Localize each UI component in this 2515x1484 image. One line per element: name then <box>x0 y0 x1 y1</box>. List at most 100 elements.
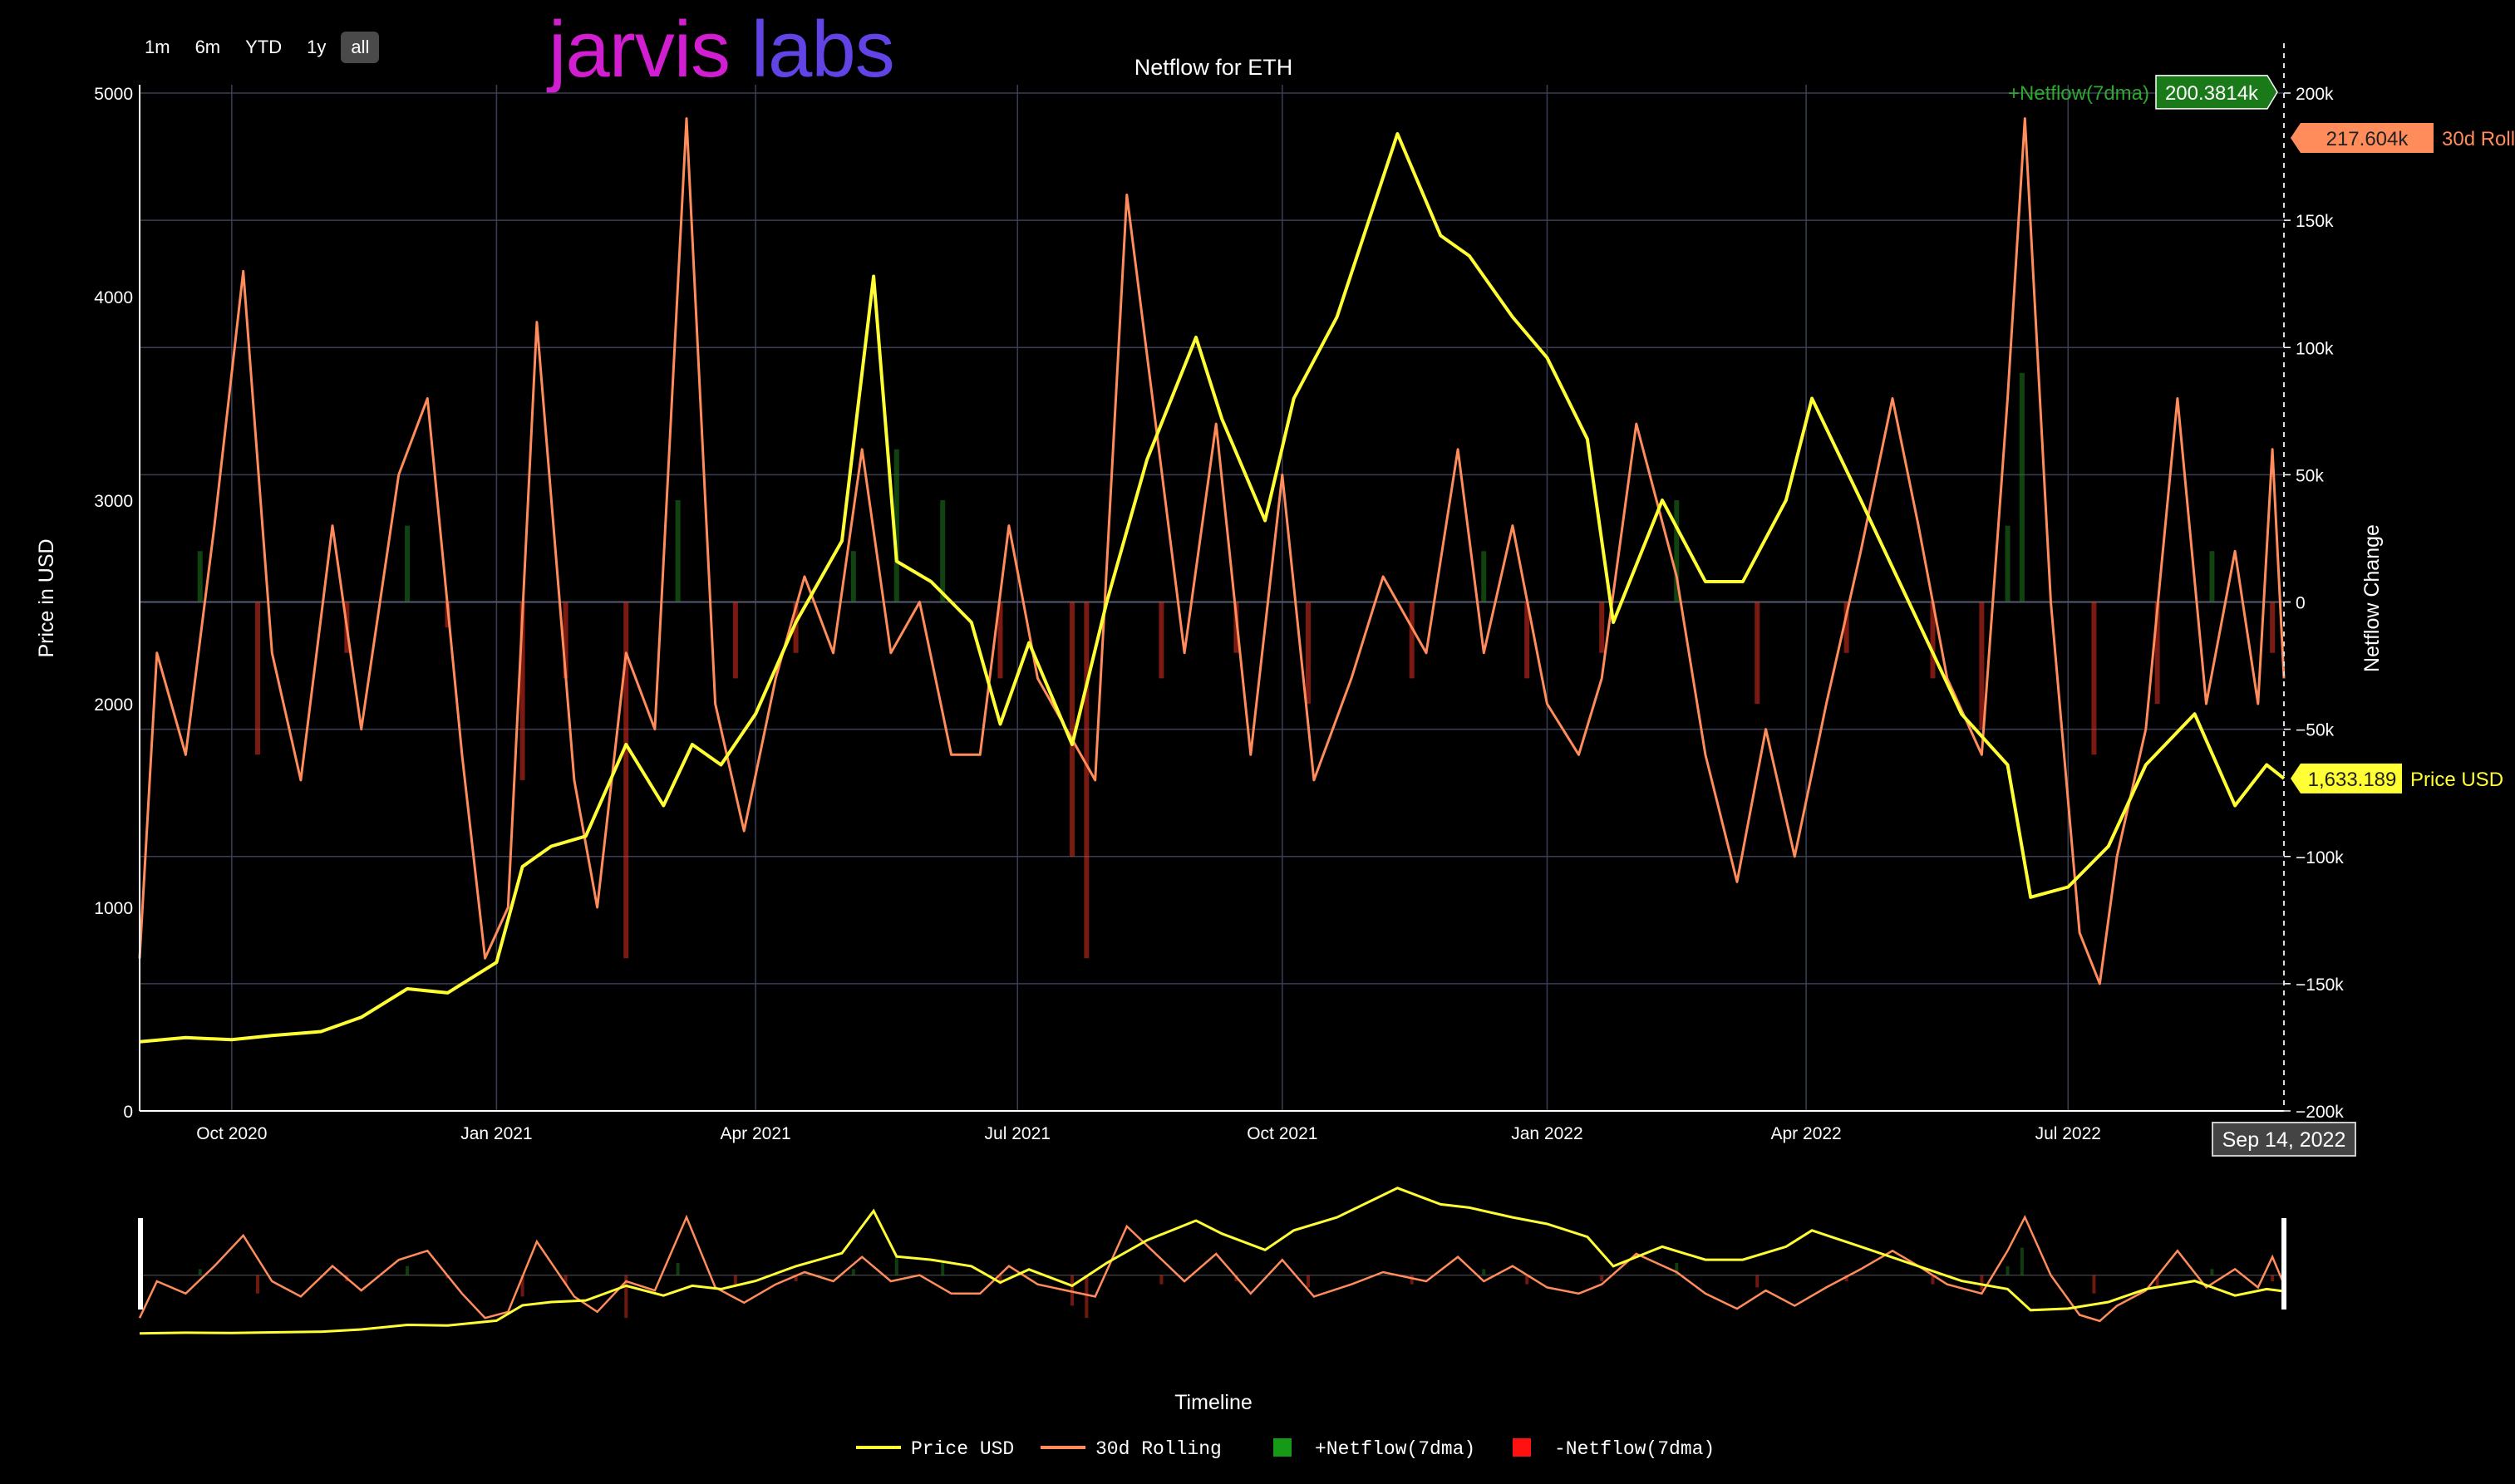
nav-netflow-bar <box>1600 1275 1604 1282</box>
nav-netflow-bar <box>676 1263 680 1275</box>
range-slider[interactable] <box>138 1187 2286 1335</box>
legend-swatch <box>1513 1438 1531 1457</box>
y2-tick-label: 100k <box>2296 339 2334 358</box>
nav-netflow-bar <box>2020 1247 2024 1275</box>
netflow-bar <box>1159 602 1164 679</box>
range-btn-all[interactable]: all <box>341 32 380 63</box>
hover-rolling-label: 30d Rolling <box>2442 128 2515 150</box>
netflow-bar <box>2005 525 2011 602</box>
netflow-bar <box>1674 500 1680 602</box>
nav-netflow-bar <box>198 1269 202 1275</box>
x-tick-label: Jan 2022 <box>1511 1124 1582 1143</box>
x-tick-label: Apr 2022 <box>1771 1124 1842 1143</box>
netflow-bar <box>254 602 260 755</box>
netflow-bar <box>519 602 525 780</box>
nav-netflow-bar <box>1307 1275 1311 1288</box>
hover-price-box <box>2291 763 2402 794</box>
netflow-bar <box>2091 602 2097 755</box>
legend: Price USD 30d Rolling +Netflow(7dma) -Netfl… <box>856 1438 1715 1460</box>
legend-item-3[interactable]: -Netflow(7dma) <box>1513 1438 1715 1460</box>
nav-netflow-bar <box>794 1275 798 1282</box>
netflow-bar <box>732 602 738 679</box>
hover-netflow-value: 200.3814k <box>2165 82 2259 105</box>
netflow-bar <box>940 500 946 602</box>
rolling-30d-line <box>138 117 2286 985</box>
price-usd-line <box>139 132 2286 1044</box>
range-btn-1m[interactable]: 1m <box>135 32 180 63</box>
x-tick-label: Apr 2021 <box>720 1124 790 1143</box>
hover-rolling-box <box>2291 123 2434 153</box>
y2-tick-label: 50k <box>2296 466 2324 485</box>
legend-swatch <box>1273 1438 1292 1457</box>
netflow-bar <box>2270 602 2276 653</box>
y-tick-label: 1000 <box>94 899 133 918</box>
nav-netflow-bar <box>1070 1275 1075 1306</box>
nav-left-handle[interactable] <box>138 1218 143 1310</box>
nav-netflow-bar <box>406 1265 410 1275</box>
nav-netflow-bar <box>1675 1263 1679 1275</box>
chart-axes: Oct 2020 Jan 2021 Apr 2021 Jul 2021 Oct 2021… <box>94 85 2344 1143</box>
hover-rolling-value: 217.604k <box>2326 128 2409 150</box>
nav-netflow-bar <box>1482 1269 1486 1275</box>
nav-netflow-bar <box>2155 1275 2159 1288</box>
nav-netflow-bar <box>564 1275 568 1285</box>
nav-netflow-bar <box>1159 1275 1164 1285</box>
netflow-bar <box>1524 602 1530 679</box>
x-tick-label: Oct 2020 <box>196 1124 267 1143</box>
y2-tick-label: −150k <box>2296 975 2344 995</box>
nav-netflow-bar <box>733 1275 737 1285</box>
nav-netflow-bar <box>1844 1275 1848 1282</box>
nav-netflow-bar <box>1410 1275 1414 1285</box>
netflow-bar <box>1930 602 1936 679</box>
netflow-bar <box>1755 602 1760 704</box>
netflow-bar <box>2019 372 2025 602</box>
y-axis-title: Price in USD <box>35 538 58 657</box>
hover-date-box <box>2212 1122 2356 1157</box>
hover-date-text: Sep 14, 2022 <box>2222 1128 2346 1152</box>
hover-price-value: 1,633.189 <box>2308 769 2397 791</box>
range-btn-ytd[interactable]: YTD <box>235 32 292 63</box>
legend-item-2[interactable]: +Netflow(7dma) <box>1273 1438 1475 1460</box>
nav-netflow-bar <box>998 1275 1002 1285</box>
y2-tick-label: 200k <box>2296 85 2334 104</box>
y2-tick-label: 0 <box>2296 594 2306 613</box>
netflow-bar <box>405 525 411 602</box>
legend-item-0[interactable]: Price USD <box>856 1438 1014 1460</box>
netflow-bar <box>1481 551 1487 602</box>
x-tick-label: Jan 2021 <box>460 1124 532 1143</box>
nav-netflow-bar <box>1755 1275 1760 1288</box>
range-selector: 1m 6m YTD 1y all <box>135 32 380 63</box>
netflow-bar <box>1599 602 1605 653</box>
nav-netflow-bar <box>520 1275 524 1297</box>
nav-right-handle[interactable] <box>2281 1218 2286 1310</box>
x-tick-label: Jul 2022 <box>2035 1124 2101 1143</box>
netflow-bar <box>1843 602 1849 653</box>
x-tick-label: Jul 2021 <box>985 1124 1051 1143</box>
legend-label: 30d Rolling <box>1095 1438 1222 1460</box>
legend-label: +Netflow(7dma) <box>1315 1438 1475 1460</box>
nav-netflow-bar <box>1085 1275 1089 1319</box>
legend-label: -Netflow(7dma) <box>1554 1438 1715 1460</box>
netflow-bar <box>1084 602 1090 959</box>
y-tick-label: 3000 <box>94 492 133 511</box>
y2-tick-label: −50k <box>2296 721 2335 740</box>
y-tick-label: 0 <box>123 1103 133 1122</box>
x-axis-title: Timeline <box>1174 1391 1253 1414</box>
range-btn-1y[interactable]: 1y <box>297 32 336 63</box>
nav-netflow-bar <box>255 1275 259 1294</box>
hover-labels: Sep 14, 2022 217.604k 30d Rolling 200.3814k… <box>2008 43 2515 1157</box>
legend-item-1[interactable]: 30d Rolling <box>1041 1438 1222 1460</box>
nav-netflow-bar <box>2006 1265 2010 1275</box>
hover-price-label: Price USD <box>2410 769 2503 791</box>
jarvis-labs-logo: jarvis labs <box>549 10 895 90</box>
y-tick-label: 2000 <box>94 695 133 715</box>
range-btn-6m[interactable]: 6m <box>185 32 231 63</box>
nav-netflow-bar <box>624 1275 628 1319</box>
chart-grid <box>140 85 2284 1112</box>
y2-tick-label: 150k <box>2296 212 2334 231</box>
nav-netflow-bar <box>851 1269 855 1275</box>
nav-netflow-bar <box>2210 1269 2214 1275</box>
nav-price-line <box>139 1187 2285 1335</box>
logo-part-1: jarvis <box>549 5 731 94</box>
